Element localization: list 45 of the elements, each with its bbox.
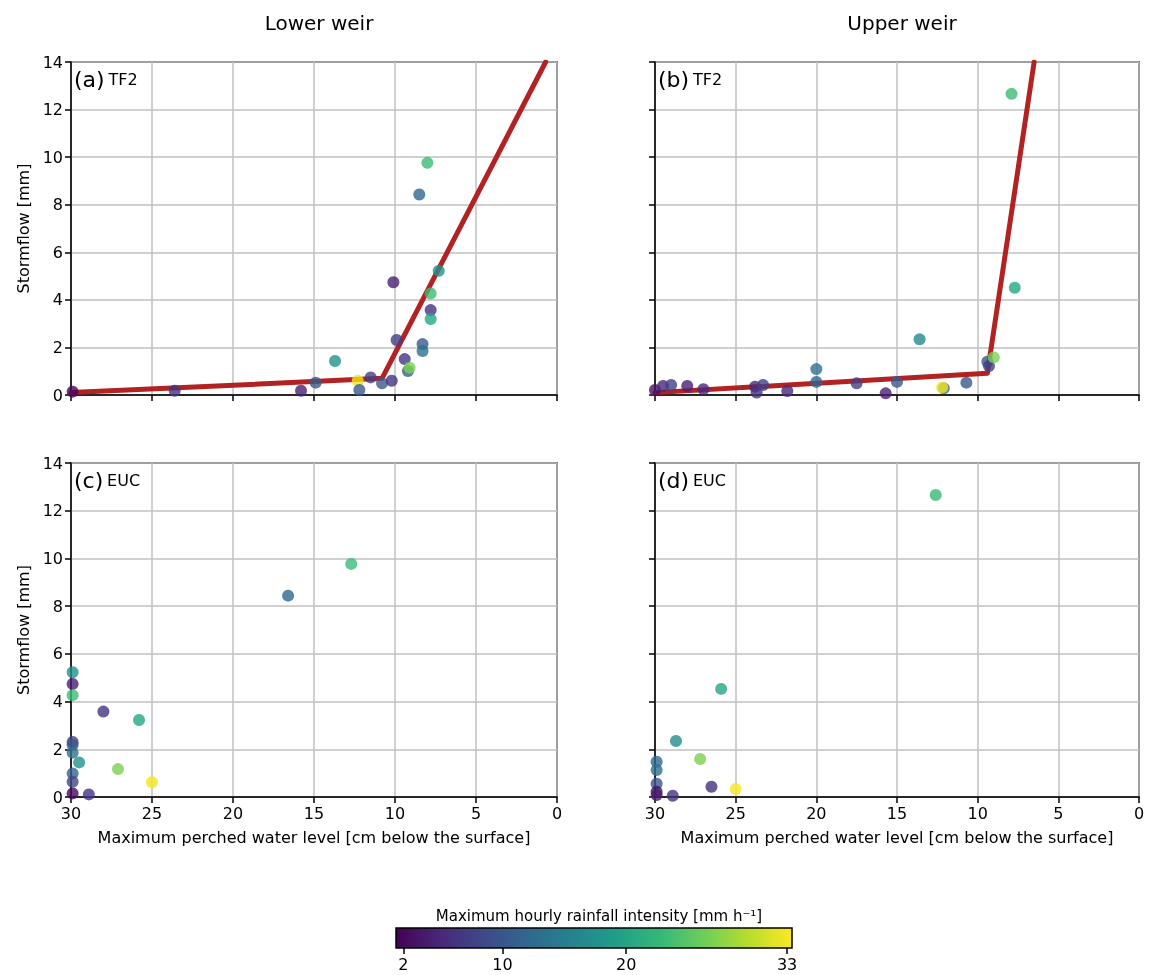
annotation: (c) EUC [74,467,141,493]
color-bar-label: 33 [776,954,798,974]
annotation: (d) EUC [658,467,726,493]
x-tick-label: 5 [470,803,482,823]
y-tick-label: 8 [52,195,63,215]
x-tick-label: 30 [60,803,82,823]
annotation: (a) TF2 [74,66,138,92]
y-tick-label: 2 [52,739,63,759]
y-tick-label: 12 [42,501,63,521]
y-tick-label: 2 [52,337,63,357]
y-tick-label: 12 [42,100,63,120]
y-tick-label: 4 [52,290,63,310]
x-tick-label: 10 [384,803,406,823]
y-tick-label: 0 [52,787,63,807]
color-bar-label: 2 [398,954,409,974]
x-tick-label: 0 [551,803,563,823]
y-tick-label: 14 [42,52,63,72]
x-tick-label: 25 [725,803,746,823]
y-tick-label: 10 [42,548,63,568]
x-axis-title: Maximum perched water level [cm below the surface] [680,827,1114,847]
x-tick-label: 20 [222,803,244,823]
x-axis-title: Maximum perched water level [cm below the surface] [97,827,531,847]
x-tick-label: 20 [806,803,827,823]
y-axis-title: Stormflow [mm] [14,565,34,695]
y-tick-label: 6 [52,644,63,664]
y-tick-label: 4 [52,692,63,712]
y-tick-label: 10 [42,147,63,167]
y-tick-label: 8 [52,596,63,616]
y-tick-label: 6 [52,242,63,262]
x-tick-label: 0 [1133,803,1145,823]
y-axis-title: Stormflow [mm] [14,163,34,294]
chart-title: Lower weir [264,11,375,35]
y-tick-label: 14 [42,453,63,473]
x-tick-label: 30 [644,803,666,823]
annotation: (b) TF2 [658,66,723,92]
color-bar-label: 10 [492,954,513,974]
x-tick-label: 5 [1053,803,1064,823]
y-tick-label: 0 [52,385,63,405]
x-tick-label: 10 [967,803,988,823]
color-bar-label: 20 [616,954,637,974]
x-tick-label: 15 [303,803,325,823]
x-tick-label: 15 [886,803,908,823]
x-tick-label: 25 [141,803,163,823]
color-bar-title: Maximum hourly rainfall intensity [mm h⁻¹] [435,906,763,925]
chart-title: Upper weir [847,11,958,35]
